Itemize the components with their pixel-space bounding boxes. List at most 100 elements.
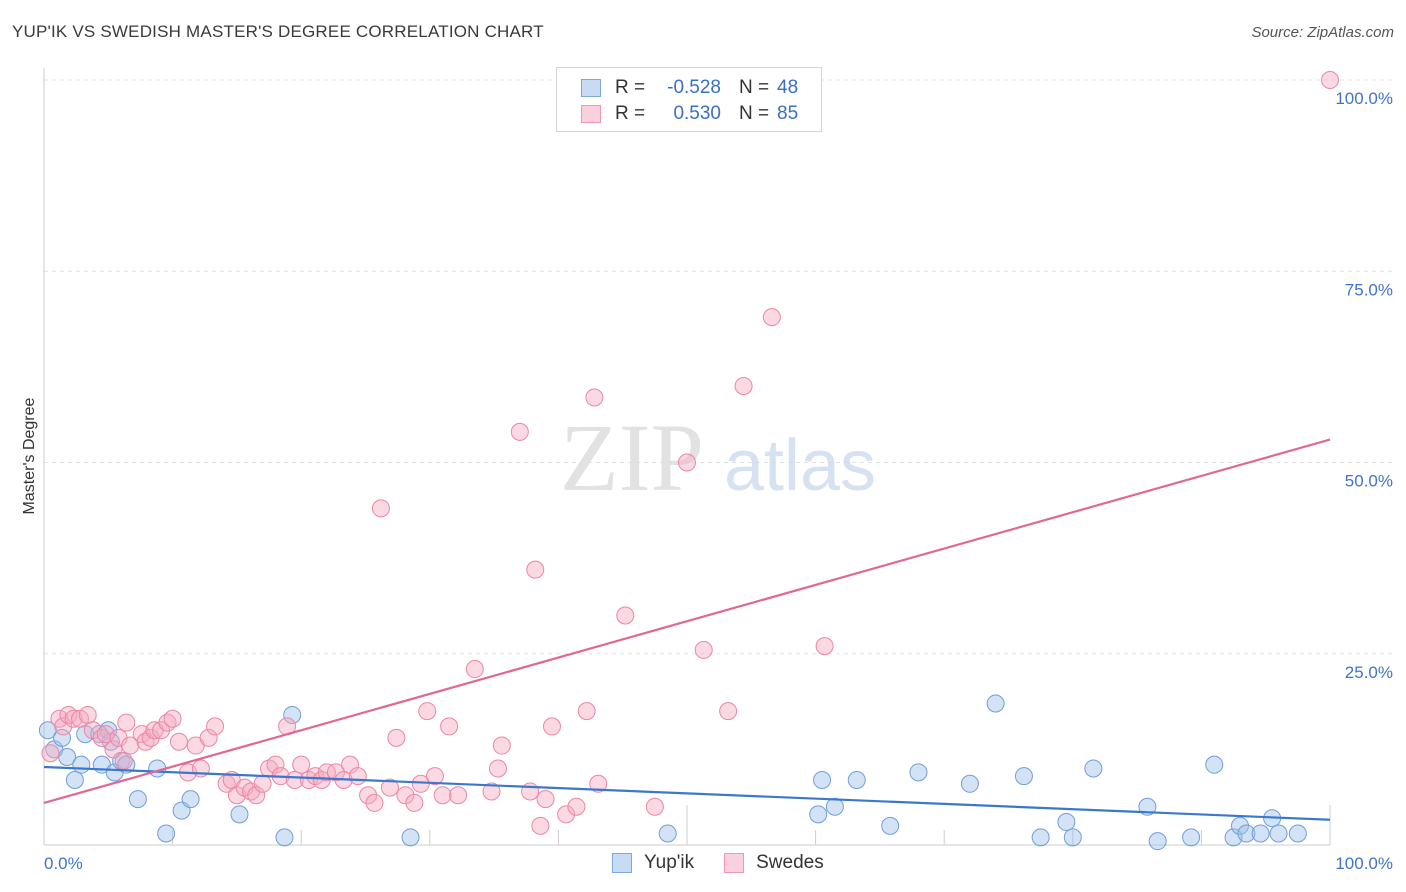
x-tick-label: 100.0% — [1335, 854, 1393, 873]
swedes-point — [510, 422, 529, 441]
swedes-point — [170, 732, 189, 751]
swedes-point — [734, 377, 753, 395]
yupik-point — [53, 728, 72, 747]
legend-r-label: R = — [615, 103, 646, 124]
swedes-point — [589, 774, 608, 793]
series-legend-swedes: Swedes — [724, 852, 824, 874]
swedes-point — [449, 786, 468, 805]
y-tick-label: 50.0% — [1345, 472, 1393, 491]
y-tick-label: 100.0% — [1335, 89, 1393, 108]
tick-labels-layer: 25.0% 50.0% 75.0% 100.0% 0.0% 100.0% — [44, 89, 1393, 873]
swedes-point — [371, 499, 390, 518]
swedes-point — [567, 797, 586, 816]
points-layer — [38, 71, 1339, 851]
yupik-point — [813, 770, 832, 789]
swedes-point — [557, 805, 576, 824]
swedes-point — [41, 744, 60, 763]
yupik-point — [1063, 828, 1082, 847]
swedes-point — [577, 702, 596, 721]
swedes-point — [678, 453, 696, 472]
swedes-point — [227, 786, 246, 805]
yupik-point — [1031, 828, 1050, 847]
swedes-point — [247, 786, 266, 805]
source-credit: Source: ZipAtlas.com — [1251, 24, 1394, 41]
swedes-point — [815, 637, 834, 656]
swedes-point — [64, 709, 83, 728]
swedes-point — [616, 606, 635, 625]
swedes-point — [536, 790, 555, 809]
yupik-point — [1014, 767, 1033, 786]
swedes-point — [762, 308, 781, 327]
swedes-point — [266, 755, 285, 774]
swedes-point — [418, 702, 437, 721]
swedes-point — [488, 759, 507, 778]
watermark-atlas: atlas — [724, 426, 876, 506]
legend-n-label: N = — [739, 103, 770, 124]
swedes-point — [114, 751, 133, 770]
swedes-point — [645, 797, 664, 816]
grid-layer — [43, 68, 1395, 846]
yupik-point — [960, 774, 979, 793]
yupik-point — [38, 721, 57, 740]
legend-row-swedes: R = 0.530 N = 85 — [581, 102, 798, 126]
yupik-point — [881, 816, 900, 835]
yupik-point — [1251, 824, 1270, 843]
yupik-point — [1269, 824, 1288, 843]
legend-r-value: -0.528 — [667, 77, 721, 98]
yupik-point — [658, 824, 677, 843]
yupik-point — [1182, 828, 1201, 847]
swedes-point — [585, 388, 604, 407]
series-label-swedes: Swedes — [756, 852, 824, 873]
swedes-point — [292, 755, 311, 774]
swedes-point — [152, 721, 171, 740]
legend-swatch-swedes — [581, 105, 601, 123]
swedes-point — [326, 763, 345, 782]
swedes-point — [425, 767, 444, 786]
swedes-point — [526, 560, 545, 579]
swedes-point — [433, 786, 452, 805]
swedes-point — [104, 740, 123, 759]
yupik-point — [65, 770, 84, 789]
y-tick-label: 25.0% — [1345, 663, 1393, 682]
swedes-point — [1321, 71, 1339, 89]
legend-swatch-yupik — [581, 79, 601, 97]
yupik-point — [72, 755, 91, 774]
swedes-point — [365, 793, 384, 812]
swedes-point — [348, 767, 367, 786]
swedes-point — [163, 709, 182, 728]
swedes-point — [482, 782, 501, 801]
chart-title: YUP'IK VS SWEDISH MASTER'S DEGREE CORREL… — [12, 22, 544, 41]
swedes-point — [78, 705, 97, 724]
yupik-point — [1148, 832, 1167, 851]
yupik-point — [1057, 813, 1076, 832]
series-label-yupik: Yup'ik — [644, 852, 695, 873]
swedes-point — [440, 717, 459, 736]
yupik-point — [1230, 816, 1249, 835]
yupik-point — [825, 797, 844, 816]
yupik-point — [1237, 824, 1256, 843]
legend-n-value: 85 — [777, 103, 799, 124]
swedes-trendline — [43, 438, 1331, 804]
swedes-point — [405, 793, 424, 812]
swedes-point — [206, 717, 225, 736]
yupik-point — [230, 805, 249, 824]
swedes-point — [694, 640, 713, 659]
swedes-point — [542, 717, 561, 736]
yupik-point — [1205, 755, 1224, 774]
legend-row-yupik: R = -0.528 N = 48 — [581, 76, 798, 100]
yupik-point — [58, 748, 77, 767]
yupik-point — [401, 828, 420, 847]
y-tick-label: 75.0% — [1345, 280, 1393, 299]
series-swatch-yupik — [612, 853, 632, 873]
legend-r-value: 0.530 — [673, 103, 721, 124]
swedes-point — [380, 778, 399, 797]
yupik-trendline — [43, 765, 1331, 821]
yupik-point — [157, 824, 176, 843]
swedes-point — [521, 782, 540, 801]
legend-r-label: R = — [615, 77, 646, 98]
swedes-point — [387, 728, 406, 747]
x-tick-label: 0.0% — [44, 854, 83, 873]
legend-n-value: 48 — [777, 77, 799, 98]
swedes-point — [531, 816, 550, 835]
